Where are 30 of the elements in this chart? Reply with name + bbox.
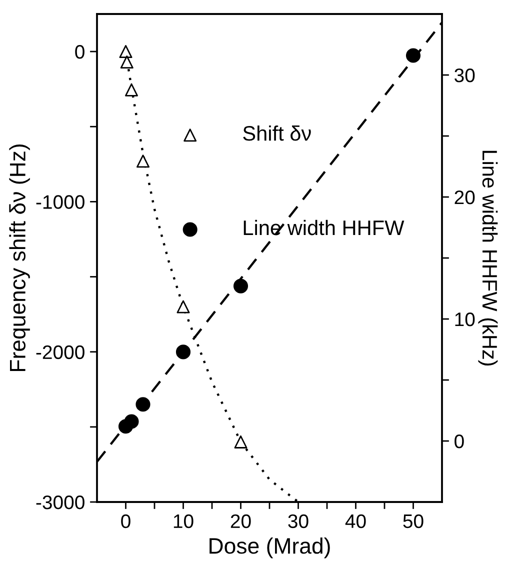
x-tick-label: 40 <box>345 514 366 528</box>
point <box>406 48 421 63</box>
x-tick-label: 30 <box>288 514 308 528</box>
y-tick-label: -3000 <box>36 495 84 510</box>
point <box>176 344 191 360</box>
y2-tick-label: 20 <box>454 190 475 204</box>
point <box>124 83 138 96</box>
y-axis-title: Frequency shift δν (Hz) <box>9 144 30 372</box>
x-tick-label: 0 <box>121 514 130 528</box>
y-tick-label: -2000 <box>36 345 84 360</box>
point <box>124 414 139 429</box>
y2-tick-label: 10 <box>455 312 475 326</box>
point <box>119 45 132 58</box>
y2-tick-label: 0 <box>454 434 464 448</box>
y-tick-label: 0 <box>75 45 84 59</box>
point <box>136 397 150 412</box>
x-tick-label: 50 <box>403 514 424 528</box>
point <box>176 300 190 314</box>
legend-label: Shift δν <box>243 125 311 141</box>
point <box>233 278 248 294</box>
x-tick-label: 20 <box>230 514 251 528</box>
point <box>234 435 248 448</box>
legend-label: Line width HHFW <box>244 220 404 236</box>
y2-tick-label: 30 <box>454 68 475 82</box>
x-tick-label: 10 <box>174 514 194 528</box>
point <box>120 56 134 69</box>
point <box>136 154 150 168</box>
x-axis-title: Dose (Mrad) <box>210 537 330 558</box>
y-tick-label: -1000 <box>36 195 84 209</box>
y2-axis-title: Line width HHFW (kHz) <box>478 150 498 366</box>
